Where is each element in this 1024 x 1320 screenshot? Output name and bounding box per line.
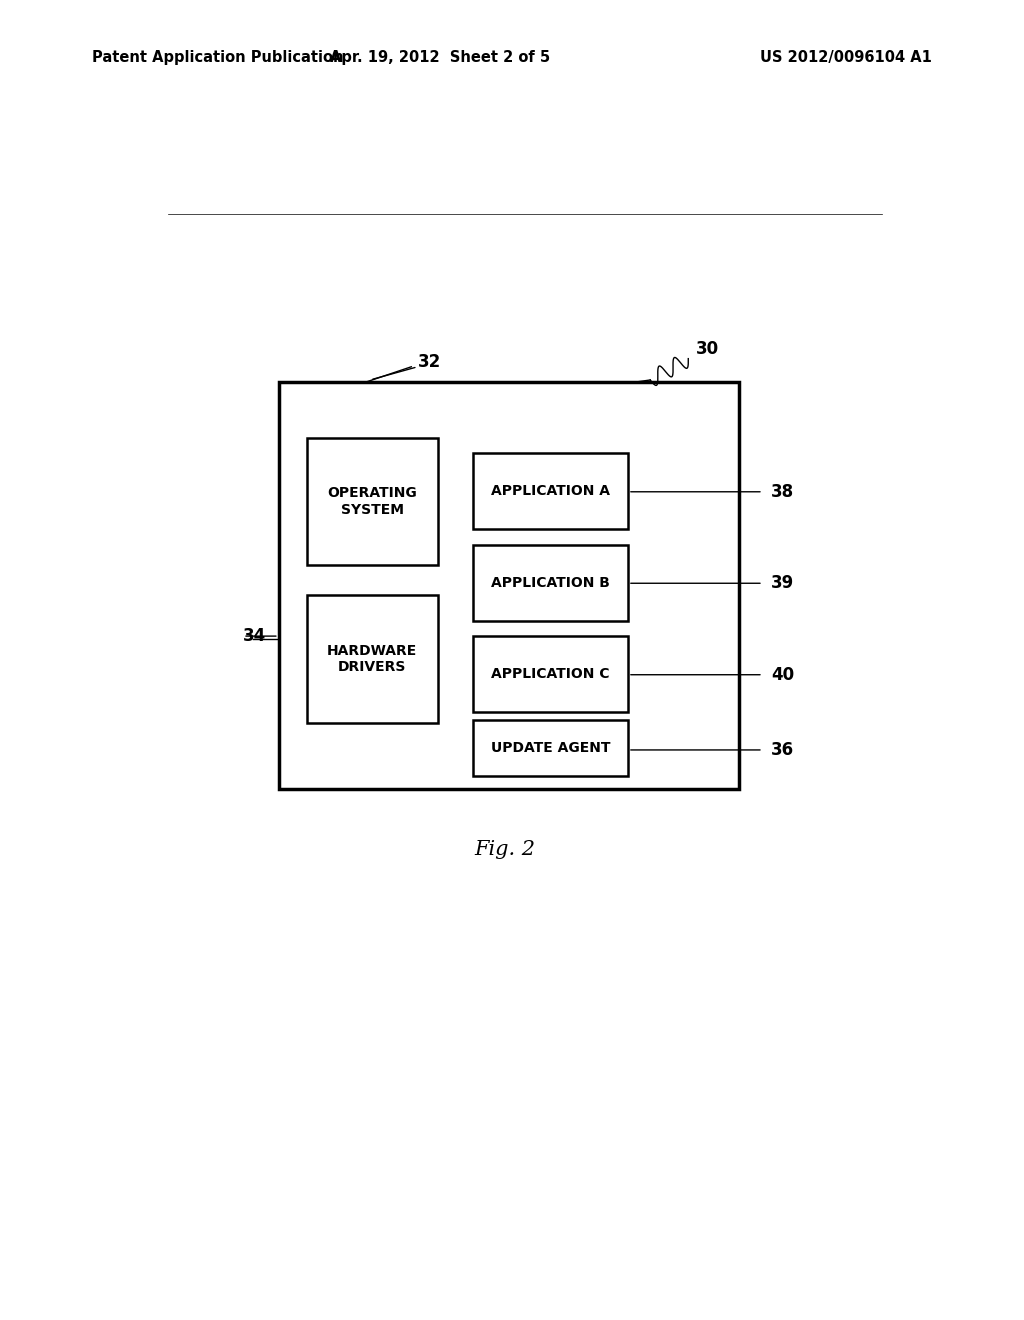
- Text: 36: 36: [771, 741, 794, 759]
- Bar: [306, 595, 437, 722]
- Bar: [473, 721, 628, 776]
- Text: 40: 40: [771, 665, 794, 684]
- Text: 32: 32: [418, 352, 441, 371]
- Text: OPERATING
SYSTEM: OPERATING SYSTEM: [327, 486, 417, 516]
- Text: APPLICATION C: APPLICATION C: [492, 667, 610, 681]
- Text: Apr. 19, 2012  Sheet 2 of 5: Apr. 19, 2012 Sheet 2 of 5: [331, 50, 550, 65]
- Bar: [473, 636, 628, 713]
- Bar: [306, 438, 437, 565]
- Text: 34: 34: [243, 627, 266, 645]
- Text: US 2012/0096104 A1: US 2012/0096104 A1: [760, 50, 932, 65]
- Text: APPLICATION A: APPLICATION A: [492, 484, 610, 498]
- Bar: [473, 545, 628, 620]
- Text: APPLICATION B: APPLICATION B: [492, 576, 610, 590]
- Text: 30: 30: [695, 341, 719, 359]
- Text: Fig. 2: Fig. 2: [474, 840, 536, 859]
- Text: 39: 39: [771, 574, 794, 593]
- Text: UPDATE AGENT: UPDATE AGENT: [490, 742, 610, 755]
- Bar: [473, 453, 628, 529]
- Bar: [279, 381, 739, 788]
- Text: HARDWARE
DRIVERS: HARDWARE DRIVERS: [327, 644, 417, 675]
- Text: Patent Application Publication: Patent Application Publication: [92, 50, 344, 65]
- Text: 38: 38: [771, 483, 794, 500]
